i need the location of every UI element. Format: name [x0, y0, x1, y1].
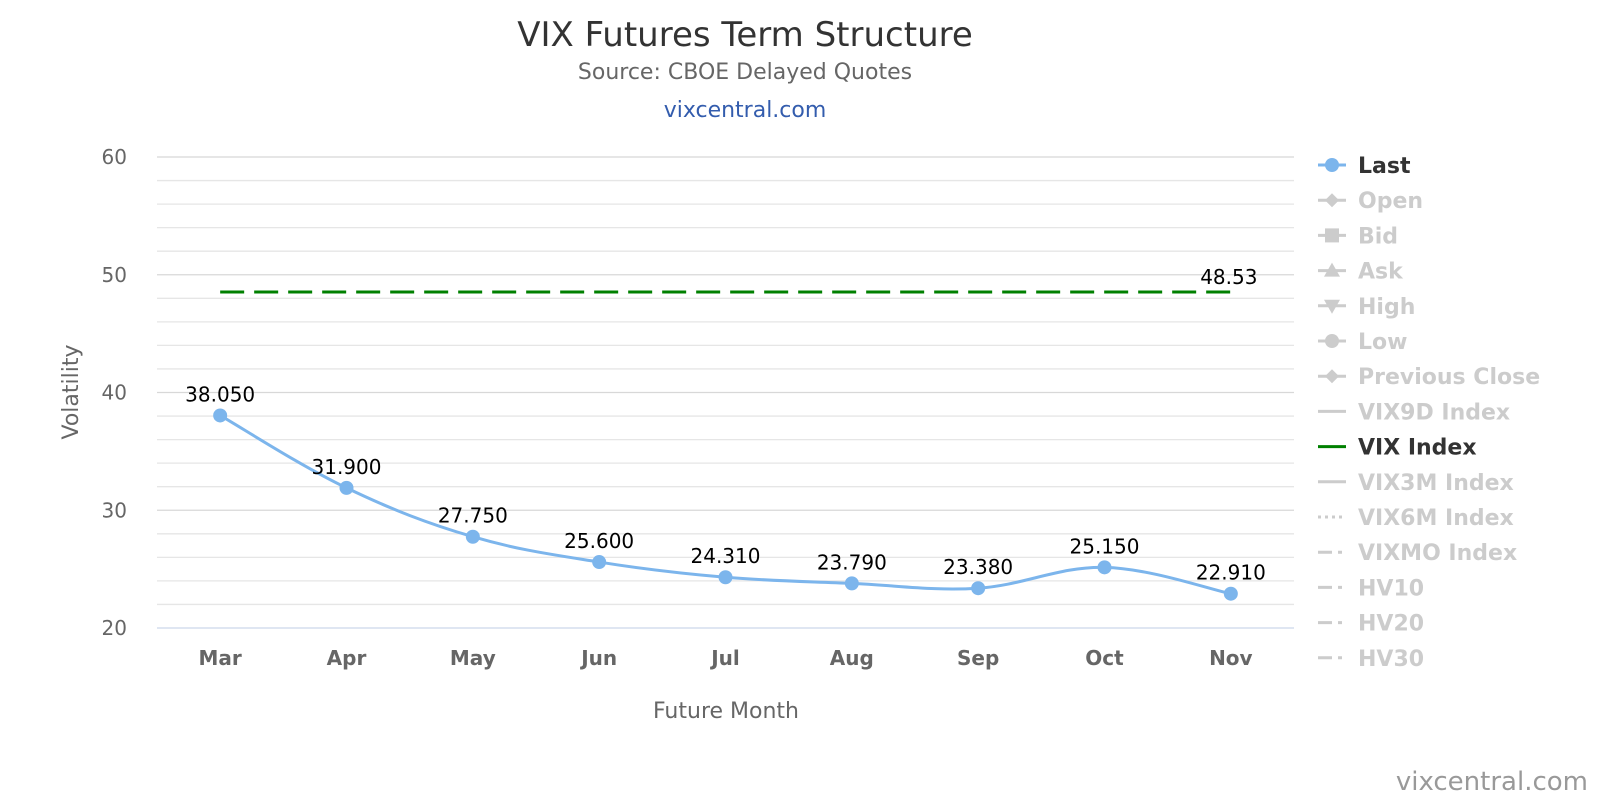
legend-label: Open [1358, 189, 1423, 214]
legend-item[interactable]: VIX6M Index [1318, 506, 1514, 531]
y-tick-label: 40 [102, 381, 127, 405]
legend-item[interactable]: High [1318, 295, 1415, 320]
legend-symbol [1325, 193, 1339, 208]
legend-item[interactable]: VIX3M Index [1318, 471, 1514, 496]
last-data-label: 25.150 [1070, 534, 1140, 558]
x-tick-label: Oct [1085, 646, 1124, 670]
credit-link[interactable]: vixcentral.com [1396, 767, 1588, 797]
legend-item[interactable]: Open [1318, 189, 1423, 214]
legend-item[interactable]: HV30 [1318, 647, 1424, 672]
last-data-label: 27.750 [438, 504, 508, 528]
last-data-point[interactable] [844, 576, 859, 591]
legend-label: HV10 [1358, 576, 1424, 601]
legend-label: Previous Close [1358, 365, 1540, 390]
legend-symbol [1324, 299, 1340, 314]
x-axis-ticks: Mar Apr May Jun Jul Aug Sep Oct Nov [199, 646, 1253, 670]
legend-symbol [1325, 228, 1339, 243]
legend-item[interactable]: Low [1318, 330, 1407, 355]
legend-item[interactable]: Last [1318, 154, 1411, 179]
x-tick-label: Jun [579, 646, 617, 670]
legend-label: Ask [1358, 260, 1404, 285]
legend-item[interactable]: VIXMO Index [1318, 541, 1517, 566]
grid-lines [157, 156, 1294, 629]
last-data-label: 38.050 [185, 382, 255, 406]
legend-symbol [1325, 158, 1339, 172]
y-tick-label: 20 [102, 616, 127, 640]
last-data-label: 23.790 [817, 550, 887, 574]
y-tick-label: 50 [102, 263, 127, 287]
last-data-point[interactable] [339, 480, 354, 495]
legend-item[interactable]: VIX Index [1318, 436, 1477, 461]
chart-subtitle: Source: CBOE Delayed Quotes [578, 60, 912, 85]
legend-label: HV20 [1358, 612, 1424, 637]
legend-symbol [1325, 334, 1339, 348]
y-axis-ticks: 20 30 40 50 60 [102, 145, 127, 640]
legend-label: VIX6M Index [1358, 506, 1514, 531]
vix-index-label: 48.53 [1200, 265, 1257, 289]
legend-item[interactable]: VIX9D Index [1318, 400, 1510, 425]
y-tick-label: 60 [102, 145, 127, 169]
last-data-point[interactable] [592, 555, 607, 570]
legend-label: Last [1358, 154, 1411, 179]
legend-label: VIX3M Index [1358, 471, 1514, 496]
legend-item[interactable]: Bid [1318, 224, 1398, 249]
last-data-label: 23.380 [943, 555, 1013, 579]
legend-label: VIX9D Index [1358, 400, 1510, 425]
y-axis-title: Volatility [59, 344, 84, 439]
last-data-point[interactable] [213, 408, 228, 423]
last-data-point[interactable] [718, 570, 733, 585]
legend-item[interactable]: Ask [1318, 260, 1404, 285]
x-tick-label: Nov [1209, 646, 1253, 670]
last-data-label: 22.910 [1196, 561, 1266, 585]
x-tick-label: May [450, 646, 496, 670]
x-tick-label: Aug [830, 646, 874, 670]
last-data-point[interactable] [1223, 586, 1238, 601]
legend-item[interactable]: HV20 [1318, 612, 1424, 637]
legend-symbol [1324, 262, 1340, 277]
x-tick-label: Jul [709, 646, 740, 670]
last-data-label: 25.600 [564, 529, 634, 553]
vix-index-series: 48.53 [220, 265, 1257, 294]
legend-item[interactable]: HV10 [1318, 576, 1424, 601]
last-series: 38.050 31.900 27.750 25.600 24.310 23.790 23.3… [185, 382, 1266, 601]
x-tick-label: Sep [957, 646, 999, 670]
last-data-point[interactable] [1097, 560, 1112, 575]
legend-label: VIX Index [1358, 436, 1477, 461]
x-tick-label: Mar [199, 646, 242, 670]
last-data-label: 31.900 [312, 455, 382, 479]
last-data-point[interactable] [971, 581, 986, 596]
legend-symbol [1325, 369, 1339, 384]
x-axis-title: Future Month [653, 699, 799, 724]
legend-label: HV30 [1358, 647, 1424, 672]
legend-label: Bid [1358, 224, 1398, 249]
last-data-point[interactable] [465, 529, 480, 544]
site-link[interactable]: vixcentral.com [664, 98, 827, 123]
last-data-label: 24.310 [691, 544, 761, 568]
legend-label: VIXMO Index [1358, 541, 1517, 566]
chart-title: VIX Futures Term Structure [517, 15, 973, 55]
x-tick-label: Apr [327, 646, 367, 670]
legend-item[interactable]: Previous Close [1318, 365, 1540, 390]
legend-label: High [1358, 295, 1415, 320]
y-tick-label: 30 [102, 498, 127, 522]
legend-label: Low [1358, 330, 1407, 355]
legend: Last Open Bid Ask High Low Previous Close VIX9D… [1318, 154, 1540, 672]
